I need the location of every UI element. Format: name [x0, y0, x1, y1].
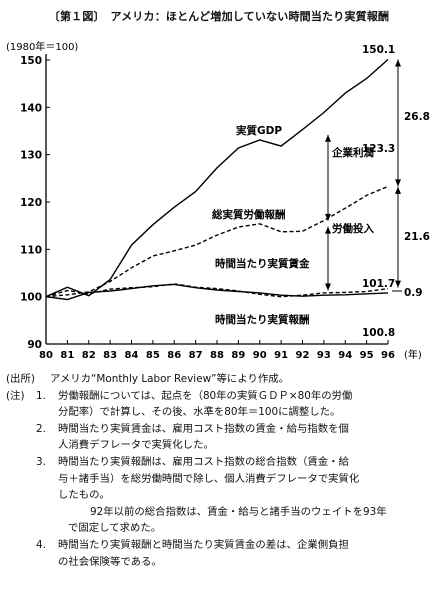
- comp-gap-arrow-head-top: [395, 186, 401, 194]
- y-tick-label: 150: [20, 55, 42, 67]
- note-2: 2. 時間当たり実質賃金は、雇用コスト指数の賃金・給与指数を個 人消費デフレータ…: [6, 421, 432, 454]
- x-tick-label: 84: [125, 350, 139, 361]
- bracket-value: 0.9: [404, 287, 423, 299]
- y-axis-label: (1980年＝100): [6, 40, 78, 53]
- note-text: 時間当たり実質賃金は、雇用コスト指数の賃金・給与指数を個: [58, 422, 349, 435]
- y-tick-label: 120: [20, 197, 42, 209]
- source-line: (出所) アメリカ“Monthly Labor Review”等により作成。: [6, 371, 432, 388]
- x-axis-label: (年): [404, 348, 422, 361]
- profit-arrow-head-top: [325, 134, 331, 142]
- end-value-label: 150.1: [362, 44, 395, 56]
- note-number: 1.: [36, 389, 46, 402]
- note-number: 2.: [36, 422, 46, 435]
- note-3: 3. 時間当たり実質報酬は、雇用コスト指数の総合指数（賃金・給 与＋諸手当）を総…: [6, 454, 432, 504]
- x-tick-label: 90: [253, 350, 267, 361]
- notes-section: (出所) アメリカ“Monthly Labor Review”等により作成。 (…: [6, 371, 432, 570]
- y-tick-label: 140: [20, 102, 42, 114]
- end-value-label: 101.7: [362, 278, 395, 290]
- x-tick-label: 94: [338, 350, 352, 361]
- note-text: したもの。: [58, 489, 110, 502]
- notes-label: (注): [6, 389, 25, 402]
- labor-input-arrow-head-top: [325, 226, 331, 234]
- x-tick-label: 92: [296, 350, 310, 361]
- series-line-2: [45, 283, 389, 301]
- x-tick-label: 85: [146, 350, 160, 361]
- labor-input-bracket-label: 労働投入: [332, 222, 374, 235]
- series-label: 時間当たり実質報酬: [215, 313, 310, 326]
- note-text: 92年以前の総合指数は、賃金・給与と諸手当のウェイトを93年: [90, 505, 387, 518]
- source-label: (出所): [6, 373, 35, 385]
- note-text: 時間当たり実質報酬と時間当たり実質賃金の差は、企業側負担: [58, 538, 349, 551]
- note-text: 人消費デフレータで実質化した。: [58, 439, 214, 452]
- gdp-gap-arrow-head-top: [395, 59, 401, 67]
- note-number: 4.: [36, 538, 46, 551]
- gdp-gap-arrow-head-bottom: [395, 179, 401, 187]
- series-line-1: [45, 185, 389, 298]
- profit-bracket-label: 企業利潤: [331, 146, 374, 159]
- note-text: 労働報酬については、起点を（80年の実質ＧＤＰ×80年の労働: [58, 389, 353, 402]
- x-tick-label: 93: [317, 350, 331, 361]
- y-tick-label: 100: [20, 292, 42, 304]
- x-tick-label: 96: [381, 350, 395, 361]
- x-tick-label: 87: [189, 350, 203, 361]
- note-4: 4. 時間当たり実質報酬と時間当たり実質賃金の差は、企業側負担 の社会保険等であ…: [6, 537, 432, 570]
- x-tick-label: 91: [274, 350, 288, 361]
- comp-gap-arrow-head-bottom: [395, 280, 401, 288]
- end-value-label: 100.8: [362, 327, 395, 339]
- bracket-value: 26.8: [404, 111, 430, 123]
- note-text: 与＋諸手当）を総労働時間で除し、個人消費デフレータで実質化: [58, 472, 360, 485]
- chart-title: 〔第１図〕 アメリカ：ほとんど増加していない時間当たり実質報酬: [48, 10, 390, 23]
- labor-input-arrow-head-bottom: [325, 283, 331, 291]
- series-label: 総実質労働報酬: [212, 208, 286, 221]
- note-number: 3.: [36, 455, 46, 468]
- x-tick-label: 88: [210, 350, 224, 361]
- profit-arrow-head-bottom: [325, 213, 331, 221]
- x-tick-label: 95: [360, 350, 374, 361]
- note-text: で固定して求めた。: [68, 522, 162, 535]
- x-tick-label: 80: [39, 350, 53, 361]
- line-chart: 90 100 110 120 130 140 150 (1980年＝100) 80 81 82 83 8…: [6, 40, 430, 361]
- x-tick-label: 81: [60, 350, 74, 361]
- y-tick-label: 110: [20, 244, 42, 256]
- source-text: アメリカ“Monthly Labor Review”等により作成。: [50, 373, 289, 385]
- note-text: 時間当たり実質報酬は、雇用コスト指数の総合指数（賃金・給: [58, 455, 349, 468]
- x-tick-label: 86: [167, 350, 181, 361]
- x-tick-label: 89: [231, 350, 245, 361]
- note-1: (注) 1. 労働報酬については、起点を（80年の実質ＧＤＰ×80年の労働 分配…: [6, 388, 432, 421]
- note-text: の社会保険等である。: [58, 555, 162, 568]
- y-tick-label: 90: [27, 339, 42, 351]
- series-line-3: [45, 283, 389, 298]
- series-label: 時間当たり実質賃金: [215, 257, 310, 270]
- x-tick-label: 83: [103, 350, 117, 361]
- x-tick-label: 82: [82, 350, 96, 361]
- series-label: 実質GDP: [236, 124, 282, 137]
- note-text: 分配率）で計算し、その後、水準を80年＝100に調整した。: [58, 406, 341, 419]
- note-3-supplement: 92年以前の総合指数は、賃金・給与と諸手当のウェイトを93年 で固定して求めた。: [6, 504, 432, 537]
- end-value-label: 123.3: [362, 143, 395, 155]
- bracket-value: 21.6: [404, 231, 430, 243]
- y-tick-label: 130: [20, 150, 42, 162]
